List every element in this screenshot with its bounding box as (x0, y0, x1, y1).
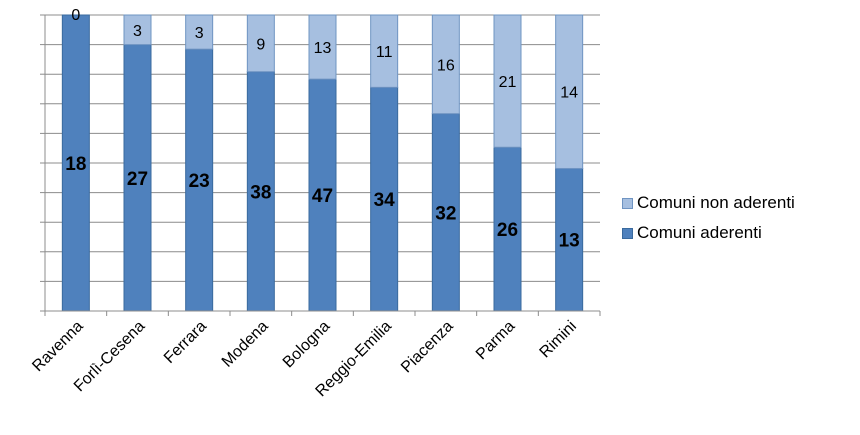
legend-label-non-aderenti: Comuni non aderenti (637, 193, 795, 212)
data-label-non-aderenti: 14 (560, 85, 578, 102)
data-label-aderenti: 47 (312, 186, 333, 207)
data-label-aderenti: 26 (497, 220, 518, 241)
bar-segment-aderenti (246, 71, 275, 312)
bar-segment-non-aderenti (246, 14, 275, 73)
bar-segment-non-aderenti (431, 14, 460, 115)
data-label-aderenti: 18 (65, 154, 86, 175)
bar-segment-non-aderenti (308, 14, 337, 80)
data-label-non-aderenti: 16 (437, 57, 455, 74)
bar-segment-aderenti (123, 44, 152, 312)
x-tick-label: Ravenna (29, 318, 86, 375)
legend-swatch-non-aderenti (622, 197, 633, 209)
data-label-non-aderenti: 21 (499, 74, 517, 91)
bar-segment-aderenti (370, 86, 399, 312)
data-label-non-aderenti: 9 (256, 36, 265, 53)
legend-item-aderenti: Comuni aderenti (622, 218, 795, 248)
data-label-aderenti: 27 (127, 169, 148, 190)
data-label-non-aderenti: 13 (314, 40, 332, 57)
legend: Comuni non aderenti Comuni aderenti (622, 188, 795, 248)
data-label-aderenti: 13 (559, 231, 580, 252)
data-label-aderenti: 23 (189, 171, 210, 192)
bar-segment-non-aderenti (185, 14, 214, 50)
bar-segment-non-aderenti (123, 14, 152, 46)
data-label-non-aderenti: 0 (71, 7, 80, 24)
x-tick-label: Piacenza (398, 318, 457, 377)
data-label-non-aderenti: 3 (195, 25, 204, 42)
bar-segment-aderenti (555, 167, 584, 312)
legend-label-aderenti: Comuni aderenti (637, 223, 762, 242)
data-label-aderenti: 38 (250, 182, 271, 203)
data-label-non-aderenti: 11 (376, 44, 393, 61)
bar-segment-aderenti (185, 48, 214, 312)
x-tick-label: Rimini (537, 318, 580, 361)
x-tick-label: Ferrara (161, 318, 210, 367)
x-tick-label: Modena (219, 318, 272, 371)
bar-segment-non-aderenti (493, 14, 522, 148)
x-tick-label: Parma (473, 318, 518, 363)
bar-segment-aderenti (431, 113, 460, 312)
x-tick-label: Bologna (280, 318, 334, 372)
legend-swatch-aderenti (622, 227, 633, 239)
data-label-aderenti: 32 (435, 203, 456, 224)
data-label-non-aderenti: 3 (133, 23, 142, 40)
data-label-aderenti: 34 (374, 190, 396, 211)
legend-item-non-aderenti: Comuni non aderenti (622, 188, 795, 218)
bar-segment-non-aderenti (555, 14, 584, 169)
bar-segment-non-aderenti (370, 14, 399, 88)
